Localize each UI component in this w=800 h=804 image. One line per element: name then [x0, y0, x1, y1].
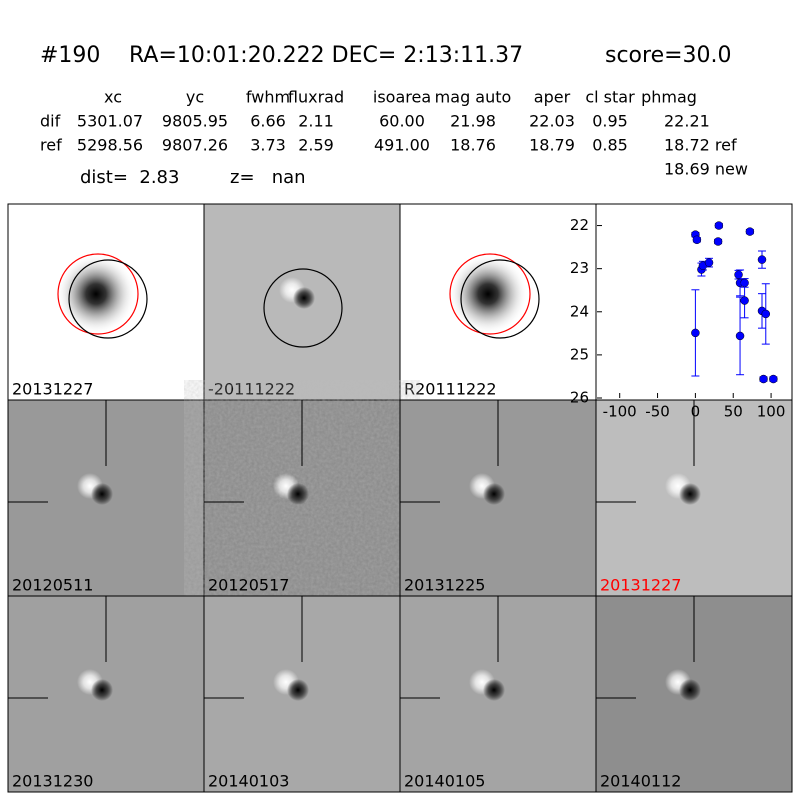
cell: 2.11: [298, 112, 334, 131]
image-panel: [203, 595, 401, 793]
y-tick-label: 22: [570, 216, 589, 234]
panel-label: 20120511: [12, 576, 93, 595]
y-tick-label: 23: [570, 259, 589, 277]
cell: 5301.07: [77, 112, 143, 131]
data-point: [757, 255, 767, 264]
image-panel: [7, 595, 205, 793]
aperture: [68, 259, 148, 339]
image-panel: [399, 595, 597, 793]
x-tick-label: -50: [645, 403, 670, 421]
y-tick-label: 26: [570, 389, 589, 407]
dist: dist= 2.83: [80, 167, 179, 188]
image-panel: [7, 399, 205, 597]
panel-label: 20140105: [404, 772, 485, 791]
dipole-dark: [483, 679, 505, 701]
data-point: [692, 235, 702, 245]
image-panel: [203, 399, 401, 597]
cell: 60.00: [379, 112, 425, 131]
source: [56, 254, 136, 334]
dipole-dark: [287, 483, 309, 505]
column-header: cl star: [585, 88, 635, 107]
column-header: yc: [186, 88, 204, 107]
panel-label: 20140112: [600, 772, 681, 791]
dipole-dark: [679, 483, 701, 505]
dipole-dark: [293, 287, 315, 309]
cell: 0.85: [592, 136, 628, 155]
column-header: aper: [534, 88, 571, 107]
data-point: [734, 270, 743, 279]
panel-label: -20111222: [208, 380, 295, 399]
image-panel: [399, 399, 597, 597]
dipole-dark: [483, 483, 505, 505]
cell: 21.98: [450, 112, 496, 131]
column-header: phmag: [641, 88, 697, 107]
x-tick-label: -100: [603, 403, 637, 421]
data-point: [759, 374, 768, 384]
score: score=30.0: [605, 43, 732, 68]
aperture: [263, 268, 343, 348]
candidate-id: #190: [40, 43, 100, 68]
new-mag: 18.69 new: [664, 160, 748, 179]
aperture-ref: [57, 253, 139, 335]
dipole-dark: [287, 679, 309, 701]
cell: 5298.56: [77, 136, 143, 155]
data-point: [704, 258, 714, 267]
dipole-dark: [91, 679, 113, 701]
data-point: [761, 309, 771, 319]
panel-label: 20131225: [404, 576, 485, 595]
cell: 18.76: [450, 136, 496, 155]
x-tick-label: 0: [691, 403, 701, 421]
y-tick-label: 24: [570, 302, 589, 320]
cell: 3.73: [250, 136, 286, 155]
panel-label: 20131227: [600, 576, 681, 595]
image-panel: [7, 203, 205, 401]
image-panel: [595, 399, 793, 597]
dipole-dark: [679, 679, 701, 701]
cell: 6.66: [250, 112, 286, 131]
aperture-ref: [449, 253, 531, 335]
data-point: [713, 237, 723, 246]
x-tick-label: 50: [724, 403, 743, 421]
image-panel: [399, 203, 597, 401]
column-header: fluxrad: [288, 88, 344, 107]
cell: 22.03: [529, 112, 575, 131]
cell: 18.79: [529, 136, 575, 155]
column-header: fwhm: [246, 88, 290, 107]
data-point: [745, 227, 755, 236]
x-tick-label: 100: [757, 403, 786, 421]
z: z= nan: [230, 167, 306, 188]
coordinates: RA=10:01:20.222 DEC= 2:13:11.37: [129, 43, 523, 68]
panel-label: 20140103: [208, 772, 289, 791]
cell: 22.21: [664, 112, 710, 131]
aperture: [460, 259, 540, 339]
data-point: [769, 374, 778, 384]
row-label: dif: [40, 112, 61, 131]
column-header: mag auto: [435, 88, 512, 107]
cell: 2.59: [298, 136, 334, 155]
panel-label: R20111222: [404, 380, 497, 399]
row-label: ref: [40, 136, 62, 155]
data-point: [714, 221, 724, 230]
cell: 18.72 ref: [664, 136, 737, 155]
image-panel: [595, 595, 793, 793]
cell: 0.95: [592, 112, 628, 131]
panel-label: 20131230: [12, 772, 93, 791]
dipole-dark: [91, 483, 113, 505]
panel-label: 20131227: [12, 380, 93, 399]
data-point: [740, 296, 749, 305]
source: [448, 254, 528, 334]
data-point: [735, 331, 745, 341]
y-tick-label: 25: [570, 345, 589, 363]
data-point: [691, 328, 700, 338]
cell: 9807.26: [162, 136, 228, 155]
column-header: isoarea: [373, 88, 431, 107]
cell: 491.00: [374, 136, 430, 155]
column-header: xc: [104, 88, 122, 107]
cell: 9805.95: [162, 112, 228, 131]
panel-label: 20120517: [208, 576, 289, 595]
image-panel: [203, 203, 401, 401]
